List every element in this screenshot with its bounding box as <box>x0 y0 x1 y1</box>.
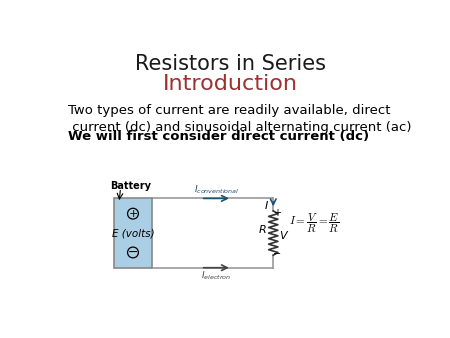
Text: Introduction: Introduction <box>163 74 298 94</box>
Text: V: V <box>279 231 286 241</box>
Text: +: + <box>128 209 138 219</box>
Text: $I_{electron}$: $I_{electron}$ <box>201 269 231 282</box>
Text: Two types of current are readily available, direct
 current (dc) and sinusoidal : Two types of current are readily availab… <box>68 104 411 134</box>
Text: +: + <box>273 208 281 218</box>
Text: We will first consider direct current (dc): We will first consider direct current (d… <box>68 130 369 143</box>
Text: R: R <box>258 225 266 235</box>
Text: $I_{conventional}$: $I_{conventional}$ <box>194 184 239 196</box>
Text: $I = \dfrac{V}{R} = \dfrac{E}{R}$: $I = \dfrac{V}{R} = \dfrac{E}{R}$ <box>289 212 339 235</box>
Bar <box>114 198 152 268</box>
Text: Resistors in Series: Resistors in Series <box>135 54 326 74</box>
Text: Battery: Battery <box>111 182 152 191</box>
Text: E (volts): E (volts) <box>112 228 154 238</box>
Text: −: − <box>128 246 138 259</box>
Text: −: − <box>273 249 281 259</box>
Text: $I$: $I$ <box>265 198 270 211</box>
